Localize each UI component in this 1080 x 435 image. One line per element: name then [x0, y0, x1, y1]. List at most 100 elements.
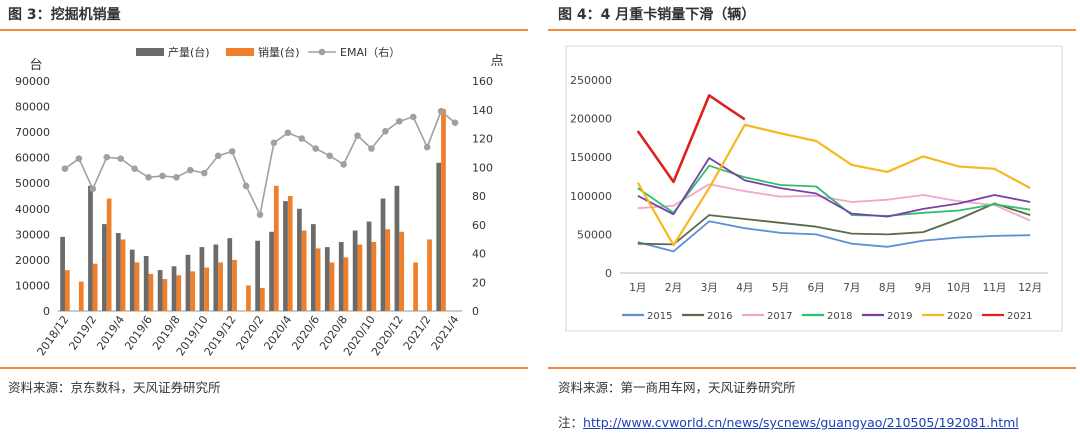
- sales-bar: [260, 288, 265, 311]
- production-bar: [143, 256, 149, 311]
- production-bar: [227, 238, 233, 311]
- x-tick-label: 11月: [983, 282, 1007, 294]
- emai-point: [89, 185, 97, 193]
- y2-tick-label: 160: [472, 75, 493, 88]
- production-bar: [60, 236, 65, 311]
- y-tick-label: 0: [605, 267, 612, 280]
- emai-point: [159, 172, 166, 180]
- legend-label-2020: 2020: [947, 311, 972, 322]
- left-bottom-rule: [0, 367, 528, 369]
- emai-point: [396, 117, 403, 125]
- x-tick-label: 12月: [1018, 282, 1042, 294]
- right-title-rule: [548, 29, 1076, 31]
- right-bottom-rule: [548, 367, 1076, 369]
- series-line-2019: [637, 157, 1031, 218]
- emai-point: [326, 152, 333, 160]
- emai-point: [117, 155, 124, 162]
- sales-bar: [427, 239, 432, 311]
- x-tick-label: 2019/4: [94, 313, 127, 352]
- emai-point: [200, 169, 208, 177]
- sales-bar: [315, 248, 321, 311]
- x-tick-label: 3月: [701, 282, 718, 294]
- production-bar: [269, 231, 274, 311]
- sales-bar: [148, 273, 154, 311]
- y-tick-label: 70000: [15, 126, 50, 139]
- emai-point: [173, 174, 180, 181]
- legend-emai-marker: [318, 48, 326, 56]
- production-bar: [199, 247, 205, 311]
- sales-bar: [413, 262, 418, 311]
- sales-bar: [120, 239, 126, 311]
- production-bar: [157, 270, 163, 311]
- right-source: 资料来源：第一商用车网，天风证券研究所: [558, 380, 796, 395]
- emai-point: [312, 145, 320, 152]
- production-bar: [366, 221, 372, 311]
- left-panel: 图 3：挖掘机销量 台 点 0 10000 20000 30000 40000 50000 60…: [0, 7, 528, 395]
- y-tick-label: 30000: [15, 228, 50, 241]
- emai-point: [437, 107, 445, 115]
- y2-tick-label: 120: [472, 133, 493, 146]
- production-bar: [436, 162, 442, 311]
- sales-bar: [273, 185, 279, 311]
- y-tick-label: 100000: [570, 190, 612, 203]
- sales-bar: [64, 270, 70, 311]
- x-tick-label: 2021/2: [401, 313, 434, 352]
- sales-bar: [92, 263, 98, 311]
- x-tick-label: 1月: [629, 282, 646, 294]
- emai-point: [103, 153, 111, 161]
- note-link[interactable]: http://www.cvworld.cn/news/sycnews/guang…: [583, 415, 1019, 430]
- x-tick-label: 2019/2: [66, 313, 99, 352]
- emai-point: [354, 132, 361, 139]
- emai-point: [61, 165, 69, 172]
- emai-point: [340, 161, 347, 168]
- y-tick-label: 150000: [570, 151, 612, 164]
- emai-point: [368, 145, 375, 152]
- emai-point: [228, 148, 236, 155]
- production-bar: [102, 224, 107, 311]
- emai-point: [451, 119, 459, 126]
- sales-bar: [134, 262, 140, 311]
- series-line-2016: [637, 202, 1031, 246]
- x-tick-label: 2020/6: [289, 313, 322, 352]
- production-bar: [255, 240, 260, 311]
- right-note: 注：http://www.cvworld.cn/news/sycnews/gua…: [558, 412, 1019, 431]
- emai-point: [145, 174, 152, 181]
- right-plot-border: [565, 45, 1063, 332]
- series-line-2021: [636, 94, 746, 184]
- legend-emai-label: EMAI（右）: [340, 45, 400, 59]
- y2-tick-label: 80: [472, 190, 486, 203]
- emai-point: [131, 165, 138, 172]
- emai-point: [214, 152, 222, 160]
- sales-bar: [441, 109, 446, 311]
- emai-point: [256, 211, 264, 218]
- sales-bar: [385, 229, 391, 311]
- right-y-axis-title: 点: [490, 54, 503, 69]
- sales-bar: [232, 259, 237, 311]
- sales-bar: [78, 281, 84, 311]
- production-bar: [171, 266, 177, 311]
- legend-production-swatch: [136, 48, 164, 56]
- y-tick-label: 80000: [15, 101, 50, 114]
- y-tick-label: 250000: [570, 74, 612, 87]
- y-tick-label: 60000: [15, 152, 50, 165]
- emai-point: [187, 166, 194, 174]
- right-chart: 0 50000 100000 150000 200000 250000 1月 2月 3月 4月 5月…: [565, 45, 1063, 332]
- production-bar: [310, 224, 316, 311]
- sales-bar: [399, 231, 405, 311]
- x-tick-label: 8月: [879, 282, 896, 294]
- sales-bar: [371, 242, 377, 311]
- production-bar: [213, 244, 219, 311]
- sales-bar: [343, 257, 349, 311]
- y-tick-label: 90000: [15, 75, 50, 88]
- emai-point: [270, 139, 278, 147]
- y-tick-label: 10000: [15, 279, 50, 292]
- x-tick-label: 10月: [947, 282, 971, 294]
- emai-point: [242, 182, 250, 190]
- left-chart: 台 点 0 10000 20000 30000 40000 50000 60000 70000 80…: [15, 45, 504, 358]
- production-bar: [283, 201, 288, 311]
- legend-label-2018: 2018: [827, 311, 852, 322]
- series-line-2020: [636, 123, 1031, 247]
- emai-point: [409, 113, 417, 121]
- legend-label-2019: 2019: [887, 311, 912, 322]
- legend-production-label: 产量(台): [168, 45, 210, 59]
